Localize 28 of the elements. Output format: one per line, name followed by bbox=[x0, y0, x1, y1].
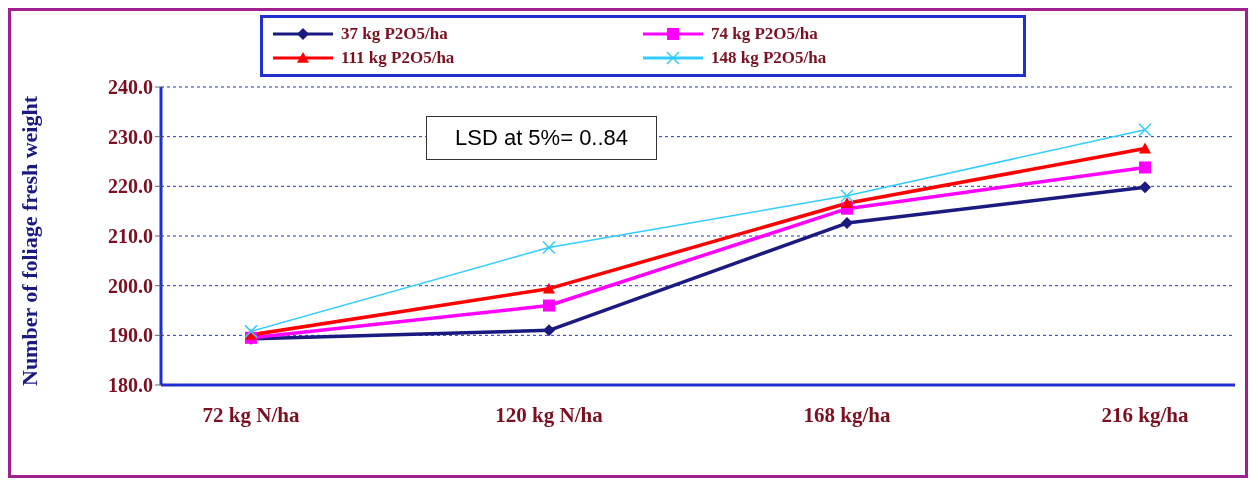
point bbox=[1139, 161, 1151, 174]
y-tick-label: 190.0 bbox=[108, 324, 153, 347]
y-tick-label: 240.0 bbox=[108, 76, 153, 99]
y-tick-label: 230.0 bbox=[108, 125, 153, 148]
x-tick-label: 168 kg/ha bbox=[803, 402, 891, 427]
point bbox=[1138, 122, 1152, 137]
legend-label: 37 kg P2O5/ha bbox=[341, 24, 448, 44]
annotation: LSD at 5%= 0..84 bbox=[426, 116, 658, 160]
point bbox=[1139, 181, 1151, 194]
legend-label: 74 kg P2O5/ha bbox=[711, 24, 818, 44]
point bbox=[543, 324, 555, 337]
x-tick-label: 120 kg N/ha bbox=[495, 402, 604, 427]
legend-label: 148 kg P2O5/ha bbox=[711, 48, 827, 68]
point bbox=[542, 240, 556, 255]
point bbox=[841, 197, 853, 209]
legend-label: 111 kg P2O5/ha bbox=[341, 48, 455, 68]
x-tick-label: 72 kg N/ha bbox=[202, 402, 300, 427]
point bbox=[543, 299, 555, 312]
y-tick-label: 220.0 bbox=[108, 175, 153, 198]
point bbox=[1139, 142, 1151, 154]
y-tick-label: 210.0 bbox=[108, 225, 153, 248]
y-tick-label: 200.0 bbox=[108, 274, 153, 297]
point bbox=[841, 217, 853, 230]
point bbox=[244, 324, 258, 339]
point bbox=[840, 189, 854, 203]
y-tick-label: 180.0 bbox=[108, 374, 153, 397]
y-axis-title: Number of foliage fresh weight bbox=[16, 95, 42, 386]
x-tick-label: 216 kg/ha bbox=[1101, 402, 1189, 427]
